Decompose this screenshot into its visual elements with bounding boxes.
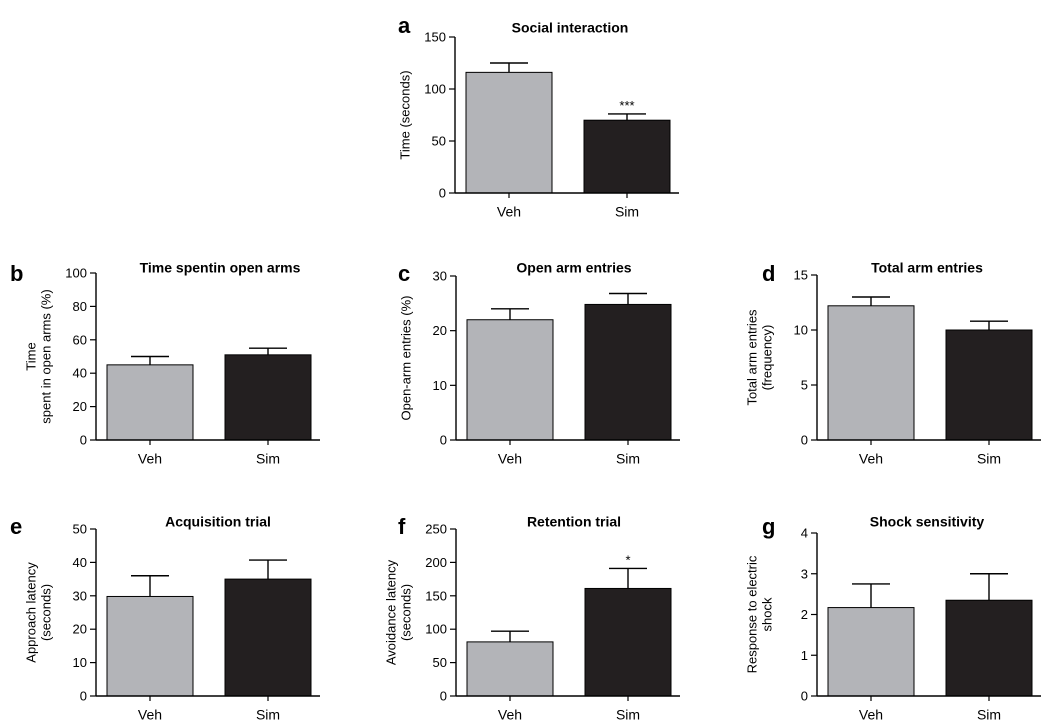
panel-d-title: Total arm entries [871,259,983,275]
panel-e-y-tick-label-40: 40 [73,555,87,570]
panel-f-y-tick-label-250: 250 [425,522,447,537]
panel-g-bar-veh [827,607,915,697]
panel-d-y-tick-label-5: 5 [801,378,808,393]
panel-g-y-tick-label-2: 2 [801,607,808,622]
panel-a-y-tick-label-100: 100 [424,82,446,97]
panel-f-y-tick-label-150: 150 [425,588,447,603]
panel-d-category-veh: Veh [859,450,883,466]
panel-g-y-tick-label-0: 0 [801,689,808,704]
panel-a-bar-veh [465,71,553,194]
panel-c-y-tick-label-20: 20 [433,323,447,338]
panel-f-significance-sim: * [625,552,630,567]
panel-g-y-tick-label-4: 4 [801,526,808,541]
panel-c-y-tick-label-30: 30 [433,269,447,284]
panel-g-y-tick-label-1: 1 [801,648,808,663]
panel-b-y-tick-label-100: 100 [65,266,87,281]
panel-a-category-veh: Veh [497,203,521,219]
panel-b-y-tick-label-60: 60 [73,332,87,347]
panel-f-letter: f [398,514,406,539]
panel-b-y-axis-label: spent in open arms (%) [39,289,54,423]
panel-b-bar-veh [106,364,194,441]
panel-f-y-tick-label-0: 0 [440,689,447,704]
panel-b-y-tick-label-0: 0 [80,433,87,448]
panel-d-y-tick-label-10: 10 [794,323,808,338]
panel-f-y-axis-label: (seconds) [399,584,414,641]
panel-b-y-tick-label-80: 80 [73,299,87,314]
panel-b-category-veh: Veh [138,450,162,466]
panel-b-y-tick-label-20: 20 [73,399,87,414]
panel-a-title: Social interaction [512,19,629,35]
panel-e-category-veh: Veh [138,706,162,722]
panel-f-y-axis-label: Avoidance latency [384,559,399,665]
panel-b-bar-sim [224,354,312,441]
panel-f-title: Retention trial [527,513,621,529]
panel-b-title: Time spentin open arms [140,259,301,275]
panel-b-y-tick-label-40: 40 [73,366,87,381]
panel-g-category-veh: Veh [859,706,883,722]
panel-c-bar-veh [466,319,554,441]
panel-c-category-sim: Sim [616,450,640,466]
panel-e-y-tick-label-20: 20 [73,622,87,637]
panel-f-category-sim: Sim [616,706,640,722]
panel-a-bar-sim [583,119,671,194]
panel-e-bar-veh [106,595,194,697]
panel-a-significance-sim: *** [619,98,634,113]
panel-d-bar-veh [827,305,915,441]
panel-e-y-axis-label: Approach latency [24,562,39,663]
panel-a-category-sim: Sim [615,203,639,219]
panel-e-title: Acquisition trial [165,513,271,529]
panel-g-letter: g [762,514,775,539]
panel-g-y-axis-label: shock [760,597,775,631]
panel-c-y-tick-label-10: 10 [433,378,447,393]
panel-g-y-axis-label: Response to electric [745,555,760,673]
panel-a-y-tick-label-150: 150 [424,30,446,45]
panel-f-y-tick-label-50: 50 [433,655,447,670]
panel-g-bar-sim [945,599,1033,697]
panel-b-category-sim: Sim [256,450,280,466]
panel-f-bar-sim [584,587,672,697]
panel-a-y-tick-label-50: 50 [432,134,446,149]
panel-d-y-tick-label-0: 0 [801,433,808,448]
panel-f-y-tick-label-200: 200 [425,555,447,570]
panel-f-bar-veh [466,641,554,697]
panel-e-letter: e [10,514,22,539]
panel-b-letter: b [10,261,23,286]
panel-d-letter: d [762,261,775,286]
panel-f-y-tick-label-100: 100 [425,622,447,637]
panel-c-letter: c [398,261,410,286]
panel-e-y-tick-label-30: 30 [73,588,87,603]
panel-d-y-tick-label-15: 15 [794,268,808,283]
panel-a-letter: a [398,13,411,38]
panel-g-y-tick-label-3: 3 [801,566,808,581]
panel-b-y-axis-label: Time [24,342,39,370]
panel-a-y-axis-label: Time (seconds) [398,70,413,159]
panel-e-y-tick-label-0: 0 [80,689,87,704]
panel-g-category-sim: Sim [977,706,1001,722]
panel-c-category-veh: Veh [498,450,522,466]
panel-e-y-axis-label: (seconds) [39,584,54,641]
panel-d-bar-sim [945,329,1033,441]
panel-e-y-tick-label-50: 50 [73,522,87,537]
panel-g-title: Shock sensitivity [870,513,985,529]
panel-d-y-axis-label: Total arm entries [745,309,760,406]
panel-c-bar-sim [584,303,672,441]
panel-c-y-tick-label-0: 0 [440,433,447,448]
panel-e-category-sim: Sim [256,706,280,722]
panel-c-y-axis-label: Open-arm entries (%) [399,296,414,421]
panel-d-category-sim: Sim [977,450,1001,466]
panel-a-y-tick-label-0: 0 [439,186,446,201]
panel-e-y-tick-label-10: 10 [73,655,87,670]
panel-f-category-veh: Veh [498,706,522,722]
panel-d-y-axis-label: (frequency) [760,325,775,391]
panel-e-bar-sim [224,578,312,697]
panel-c-title: Open arm entries [516,259,631,275]
